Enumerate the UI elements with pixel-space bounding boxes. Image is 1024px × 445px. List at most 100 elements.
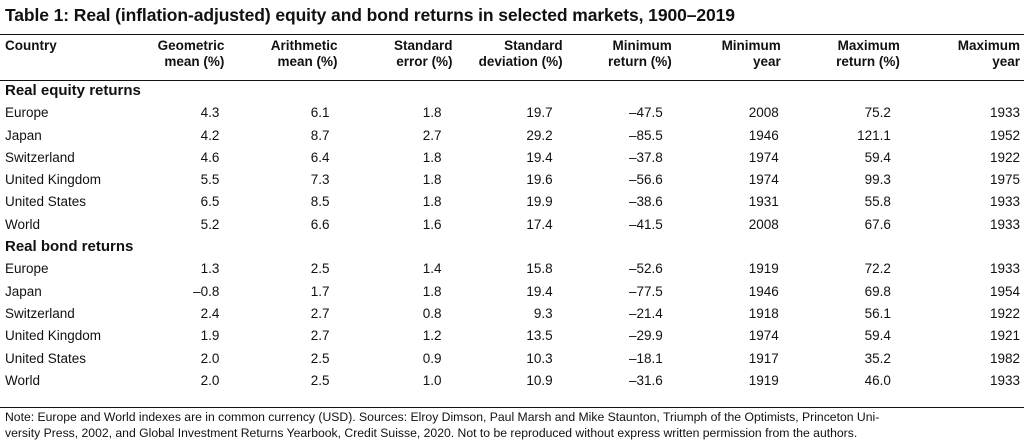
minimum-return-cell: –31.6 — [628, 372, 663, 388]
section-heading-row: Real equity returns — [0, 80, 1024, 102]
geometric-mean-cell: 5.2 — [200, 216, 220, 232]
geometric-mean-cell: 5.5 — [200, 172, 220, 188]
column-header-maximum-year: Maximum year — [914, 38, 1024, 80]
country-cell: Europe — [5, 105, 49, 121]
column-header-line: return (%) — [836, 54, 900, 69]
arithmetic-mean-cell: 2.7 — [310, 328, 330, 344]
column-header-line: year — [753, 54, 781, 69]
geometric-mean-cell: 6.5 — [200, 194, 220, 210]
minimum-return-cell: –37.8 — [628, 149, 663, 165]
maximum-return-cell: 121.1 — [857, 127, 891, 143]
minimum-return-cell: –21.4 — [628, 305, 663, 321]
standard-error-cell: 2.7 — [422, 127, 442, 143]
minimum-return-cell: –52.6 — [628, 261, 663, 277]
table-row: Japan –0.8 1.7 1.8 19.4 –77.5 1946 69.8 1954 — [0, 281, 1024, 303]
maximum-return-cell: 35.2 — [864, 350, 891, 366]
standard-deviation-cell: 9.3 — [533, 305, 553, 321]
table-row: World 2.0 2.5 1.0 10.9 –31.6 1919 46.0 1933 — [0, 370, 1024, 392]
maximum-return-cell: 59.4 — [864, 328, 891, 344]
table-header: Country Geometric mean (%) Arithmetic me… — [0, 38, 1024, 80]
maximum-return-cell: 56.1 — [864, 305, 891, 321]
arithmetic-mean-cell: 2.5 — [310, 261, 330, 277]
maximum-return-cell: 55.8 — [864, 194, 891, 210]
standard-deviation-cell: 10.9 — [526, 372, 553, 388]
standard-error-cell: 1.8 — [422, 194, 442, 210]
standard-deviation-cell: 13.5 — [526, 328, 553, 344]
table-row: Switzerland 4.6 6.4 1.8 19.4 –37.8 1974 59.4 192… — [0, 147, 1024, 169]
column-header-arithmetic-mean: Arithmetic mean (%) — [245, 38, 357, 80]
minimum-return-cell: –18.1 — [628, 350, 663, 366]
bottom-rule — [0, 407, 1024, 408]
arithmetic-mean-cell: 1.7 — [310, 283, 330, 299]
returns-table: Country Geometric mean (%) Arithmetic me… — [0, 38, 1024, 392]
section-heading: Real bond returns — [5, 238, 134, 256]
minimum-return-cell: –47.5 — [628, 105, 663, 121]
table-row: Europe 4.3 6.1 1.8 19.7 –47.5 2008 75.2 1933 — [0, 102, 1024, 124]
table-note: Note: Europe and World indexes are in co… — [5, 410, 1021, 441]
arithmetic-mean-cell: 6.6 — [310, 216, 330, 232]
country-cell: World — [5, 216, 41, 232]
column-header-line: mean (%) — [164, 54, 225, 69]
maximum-year-cell: 1933 — [989, 194, 1020, 210]
standard-error-cell: 1.8 — [422, 149, 442, 165]
geometric-mean-cell: 1.3 — [200, 261, 220, 277]
table-row: Europe 1.3 2.5 1.4 15.8 –52.6 1919 72.2 1933 — [0, 258, 1024, 280]
standard-error-cell: 1.8 — [422, 105, 442, 121]
standard-deviation-cell: 15.8 — [526, 261, 553, 277]
column-header-minimum-year: Minimum year — [692, 38, 803, 80]
standard-deviation-cell: 19.7 — [526, 105, 553, 121]
column-header-line: Geometric — [157, 38, 225, 53]
arithmetic-mean-cell: 8.7 — [310, 127, 330, 143]
maximum-year-cell: 1982 — [989, 350, 1020, 366]
country-cell: United Kingdom — [5, 328, 102, 344]
section-heading: Real equity returns — [5, 82, 141, 99]
standard-deviation-cell: 10.3 — [526, 350, 553, 366]
top-rule — [0, 34, 1024, 35]
maximum-year-cell: 1922 — [989, 305, 1020, 321]
column-header-geometric-mean: Geometric mean (%) — [131, 38, 245, 80]
arithmetic-mean-cell: 2.7 — [310, 305, 330, 321]
standard-error-cell: 0.9 — [422, 350, 442, 366]
minimum-return-cell: –29.9 — [628, 328, 663, 344]
standard-deviation-cell: 19.6 — [526, 172, 553, 188]
column-header-line: error (%) — [396, 54, 453, 69]
minimum-year-cell: 2008 — [748, 105, 779, 121]
geometric-mean-cell: 2.0 — [200, 372, 220, 388]
geometric-mean-cell: –0.8 — [193, 283, 220, 299]
standard-error-cell: 0.8 — [422, 305, 442, 321]
standard-error-cell: 1.2 — [422, 328, 442, 344]
maximum-year-cell: 1922 — [989, 149, 1020, 165]
maximum-year-cell: 1933 — [989, 261, 1020, 277]
table-row: United States 6.5 8.5 1.8 19.9 –38.6 1931 55.8 1… — [0, 191, 1024, 213]
country-cell: Europe — [5, 261, 49, 277]
arithmetic-mean-cell: 2.5 — [310, 350, 330, 366]
standard-error-cell: 1.0 — [422, 372, 442, 388]
country-cell: Switzerland — [5, 305, 75, 321]
standard-error-cell: 1.6 — [422, 216, 442, 232]
maximum-year-cell: 1933 — [989, 372, 1020, 388]
section-heading-row: Real bond returns — [0, 236, 1024, 258]
column-header-line: Standard — [394, 38, 453, 53]
table-body: Real equity returns Europe 4.3 6.1 1.8 19.7 –4… — [0, 80, 1024, 392]
maximum-return-cell: 99.3 — [864, 172, 891, 188]
table-row: United Kingdom 1.9 2.7 1.2 13.5 –29.9 1974 59.4… — [0, 325, 1024, 347]
geometric-mean-cell: 2.4 — [200, 305, 220, 321]
maximum-return-cell: 67.6 — [864, 216, 891, 232]
minimum-year-cell: 1931 — [748, 194, 779, 210]
standard-deviation-cell: 19.4 — [526, 283, 553, 299]
minimum-return-cell: –77.5 — [628, 283, 663, 299]
column-header-line: Maximum — [837, 38, 900, 53]
standard-error-cell: 1.8 — [422, 172, 442, 188]
minimum-return-cell: –85.5 — [628, 127, 663, 143]
geometric-mean-cell: 4.2 — [200, 127, 220, 143]
country-cell: World — [5, 372, 41, 388]
table-row: Switzerland 2.4 2.7 0.8 9.3 –21.4 1918 56.1 1922 — [0, 303, 1024, 325]
maximum-return-cell: 75.2 — [864, 105, 891, 121]
standard-deviation-cell: 17.4 — [526, 216, 553, 232]
minimum-year-cell: 2008 — [748, 216, 779, 232]
column-header-country: Country — [0, 38, 131, 80]
column-header-line: Minimum — [612, 38, 672, 53]
note-line-2: versity Press, 2002, and Global Investme… — [5, 425, 858, 440]
note-line-1: Note: Europe and World indexes are in co… — [5, 410, 880, 424]
header-row: Country Geometric mean (%) Arithmetic me… — [0, 38, 1024, 80]
